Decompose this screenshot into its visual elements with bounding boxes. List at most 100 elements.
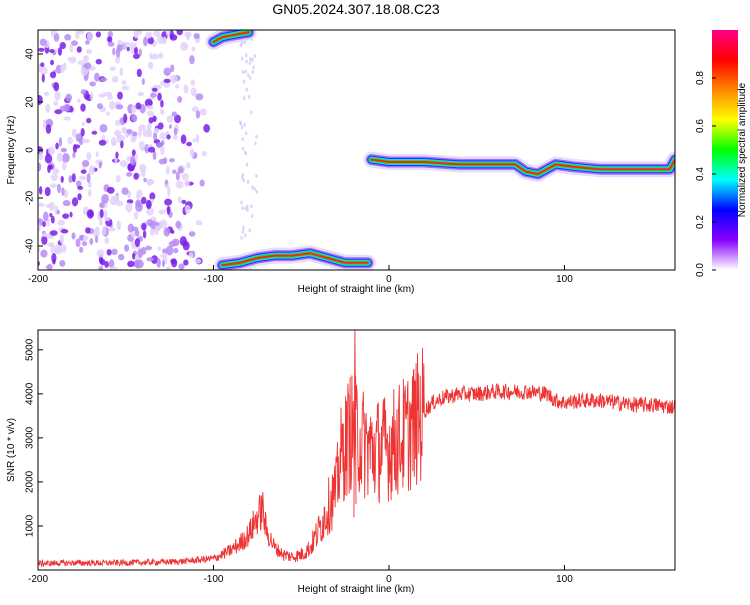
heatmap-blob [171,111,178,117]
heatmap-blob [50,215,55,224]
heatmap-blob [62,161,67,171]
heatmap-blob [67,136,73,145]
heatmap-blob [79,246,84,253]
heatmap-blob [38,151,44,161]
colorbar-label: Normalized spectral amplitude [737,82,748,217]
heatmap-blob [239,43,242,48]
heatmap-blob [143,177,147,183]
heatmap-blob [164,198,173,206]
heatmap-blob [44,186,51,197]
heatmap-blob [160,140,165,146]
heatmap-blob [81,121,86,127]
upper-arc-layer-5 [212,31,250,43]
heatmap-blob [104,216,111,222]
heatmap-blob [108,259,115,269]
heatmap-blob [245,162,249,167]
heatmap-blob [239,120,242,125]
heatmap-blob [178,263,185,270]
heatmap-blob [246,207,249,212]
x-tick-label: 0 [386,574,392,585]
heatmap-blob [54,244,63,255]
heatmap-blob [121,85,130,91]
heatmap-blob [146,110,154,117]
heatmap-blob [157,122,164,130]
heatmap-blob [42,211,49,222]
heatmap-blob [245,87,248,92]
heatmap-blob [115,57,120,64]
heatmap-blob [130,136,136,143]
heatmap-blob [38,94,43,105]
spectrogram-x-ticks: -200 -100 0 100 [28,265,573,285]
heatmap-blob [92,228,100,238]
heatmap-blob [76,180,82,188]
heatmap-blob [157,246,162,251]
heatmap-blob [249,57,252,62]
spectrogram-marks [38,30,675,270]
heatmap-blob [163,67,172,76]
heatmap-blob [181,173,189,181]
heatmap-blob [50,59,55,66]
heatmap-blob [62,62,67,71]
heatmap-blob [86,173,91,184]
snr-line [38,330,675,568]
heatmap-blob [41,235,48,246]
heatmap-blob [49,183,58,188]
heatmap-blob [199,108,207,116]
heatmap-blob [107,94,113,100]
heatmap-blob [177,196,182,203]
heatmap-blob [106,248,112,256]
heatmap-blob [184,204,191,214]
heatmap-blob [57,47,63,56]
heatmap-blob [108,227,116,232]
heatmap-blob [169,30,174,40]
heatmap-blob [61,153,70,163]
heatmap-blob [255,189,259,194]
heatmap-blob [168,158,175,163]
heatmap-blob [253,53,257,58]
heatmap-blob [99,208,104,218]
heatmap-blob [145,31,153,39]
colorbar-tick-label: 0.8 [695,71,706,85]
heatmap-blob [120,140,124,149]
heatmap-blob [51,253,57,263]
heatmap-blob [99,202,105,209]
heatmap-blob [134,238,141,247]
heatmap-blob [84,62,92,70]
heatmap-blob [158,209,167,215]
heatmap-blob [69,43,74,53]
heatmap-blob [255,174,258,179]
heatmap-blob [95,31,102,38]
heatmap-blob [82,241,87,247]
heatmap-blob [165,266,171,270]
heatmap-blob [145,199,152,210]
heatmap-blob [240,235,243,240]
heatmap-blob [133,172,139,180]
heatmap-blob [38,47,45,52]
heatmap-blob [107,41,115,47]
heatmap-blob [242,79,246,84]
heatmap-blob [242,226,245,231]
heatmap-blob [135,202,143,212]
heatmap-blob [132,53,140,60]
heatmap-blob [151,87,158,92]
heatmap-blob [126,199,134,204]
heatmap-blob [38,185,43,195]
heatmap-blob [45,103,51,114]
heatmap-blob [53,100,59,106]
heatmap-blob [40,66,48,75]
heatmap-blob [87,189,92,198]
heatmap-blob [152,115,157,123]
heatmap-blob [241,172,244,177]
heatmap-blob [90,91,94,101]
heatmap-blob [169,74,178,84]
heatmap-blob [54,109,63,115]
heatmap-blob [250,110,253,115]
heatmap-blob [85,40,90,45]
heatmap-blob [116,220,122,231]
heatmap-blob [101,194,109,204]
heatmap-blob [153,30,161,37]
heatmap-blob [77,193,82,201]
heatmap-blob [140,196,147,205]
heatmap-blob [175,180,184,189]
heatmap-blob [199,179,205,187]
